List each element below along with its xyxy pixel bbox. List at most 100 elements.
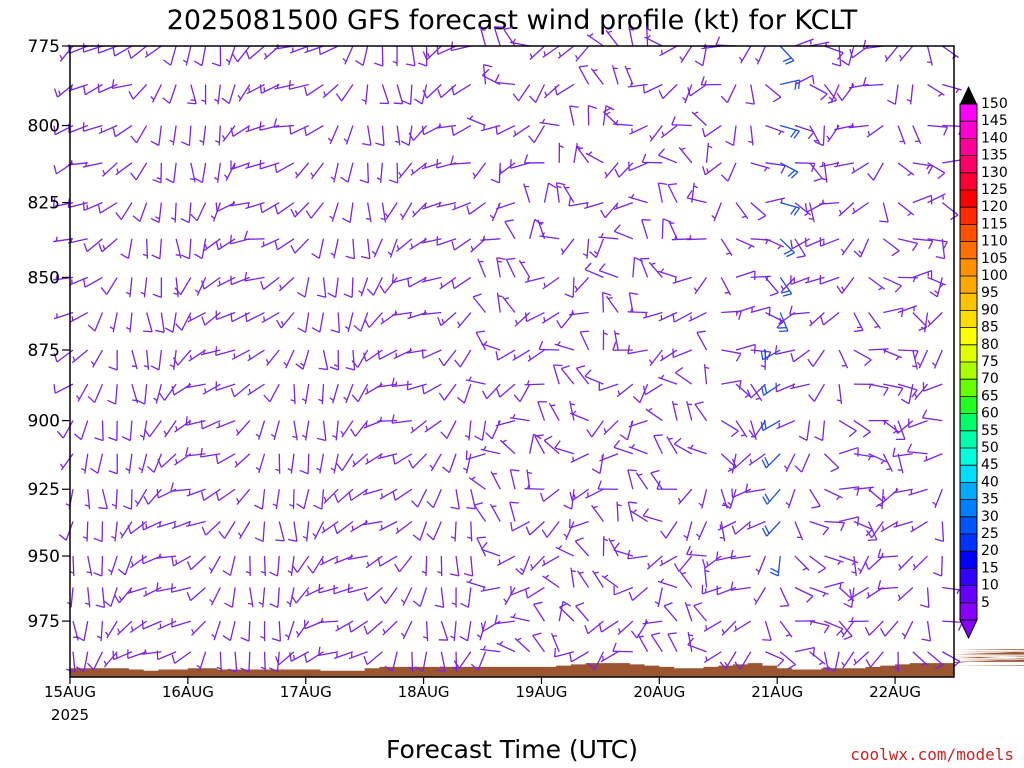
wind-barb [340,162,354,183]
barb-staff [838,446,859,455]
barb-feather [509,501,519,504]
barb-staff [295,162,310,179]
barb-staff [229,620,236,641]
barb-feather [451,602,457,606]
wind-barb [627,344,648,355]
barb-feather [804,203,808,213]
barb-feather [538,340,544,350]
barb-staff [789,311,810,316]
barb-feather [629,28,635,31]
wind-barb [399,202,413,221]
barb-staff [662,84,678,100]
barb-feather [598,623,603,633]
barb-staff [527,586,545,599]
barb-feather [701,127,706,137]
barb-feather [841,59,850,66]
barb-feather [934,664,944,670]
barb-feather [408,132,414,141]
barb-feather [402,100,411,106]
barb-staff [853,420,871,433]
barb-feather [449,573,459,577]
barb-staff [556,83,575,96]
barb-staff [628,162,648,172]
barb-feather [811,505,821,509]
wind-barb [912,349,918,370]
barb-feather [336,463,343,472]
wind-barb [613,439,634,455]
barb-feather [394,140,400,144]
wind-barb [69,276,88,286]
barb-feather [426,533,434,541]
barb-staff [440,587,445,608]
wind-barb [505,257,516,278]
barb-feather [584,625,589,634]
wind-barb [899,45,914,62]
wind-barb [322,84,339,99]
barb-feather [352,460,356,466]
barb-staff [927,124,948,128]
barb-staff [481,548,501,557]
wind-barb [494,74,516,86]
wind-barb [602,291,612,313]
wind-barb [569,400,575,421]
barb-staff [498,162,501,183]
barb-feather [615,119,619,125]
wind-barb [437,84,457,99]
barb-staff [139,202,148,222]
barb-feather [502,439,507,443]
barb-feather [376,177,382,181]
barb-feather [934,290,939,294]
wind-barb [678,146,693,164]
wind-barb [794,124,815,140]
barb-feather [170,217,176,221]
wind-barb [598,620,619,633]
barb-staff [933,349,943,369]
barb-feather [820,316,825,326]
barb-staff [421,84,428,105]
barb-feather [384,665,393,672]
barb-feather [796,255,806,259]
barb-feather [301,434,307,438]
barb-feather [463,467,468,471]
barb-staff [234,651,238,672]
barb-staff [423,124,442,136]
barb-feather [248,388,251,394]
barb-staff [853,312,864,331]
wind-barb [509,501,519,522]
barb-feather [271,637,281,642]
barb-staff [319,45,339,56]
barb-feather [671,116,676,125]
wind-barb [715,36,737,47]
barb-feather [259,203,263,213]
barb-feather [380,524,383,530]
wind-barb [438,620,449,641]
barb-feather [642,84,645,94]
barb-staff [765,83,782,98]
wind-barb [691,111,707,127]
wind-barb [705,142,713,163]
barb-feather [341,217,351,223]
barb-feather [661,354,664,360]
barb-feather [877,503,883,507]
barb-feather [223,174,228,179]
wind-barb [345,349,356,371]
barb-staff [762,420,781,432]
barb-staff [446,420,457,439]
wind-barb [261,311,280,324]
wind-barb [879,202,889,223]
wind-barb [836,277,855,294]
barb-feather [593,505,598,509]
barb-feather [440,431,448,439]
wind-barb [927,124,949,136]
barb-staff [927,238,948,243]
wind-barb [130,162,148,181]
barb-staff [750,306,771,314]
wind-barb [613,542,634,557]
wind-barb [688,311,707,323]
wind-barb [820,312,840,326]
barb-feather [780,285,784,291]
barb-feather [323,496,327,502]
barb-feather [830,467,840,473]
barb-feather [627,549,631,559]
colorbar-tick-label: 35 [981,492,999,508]
